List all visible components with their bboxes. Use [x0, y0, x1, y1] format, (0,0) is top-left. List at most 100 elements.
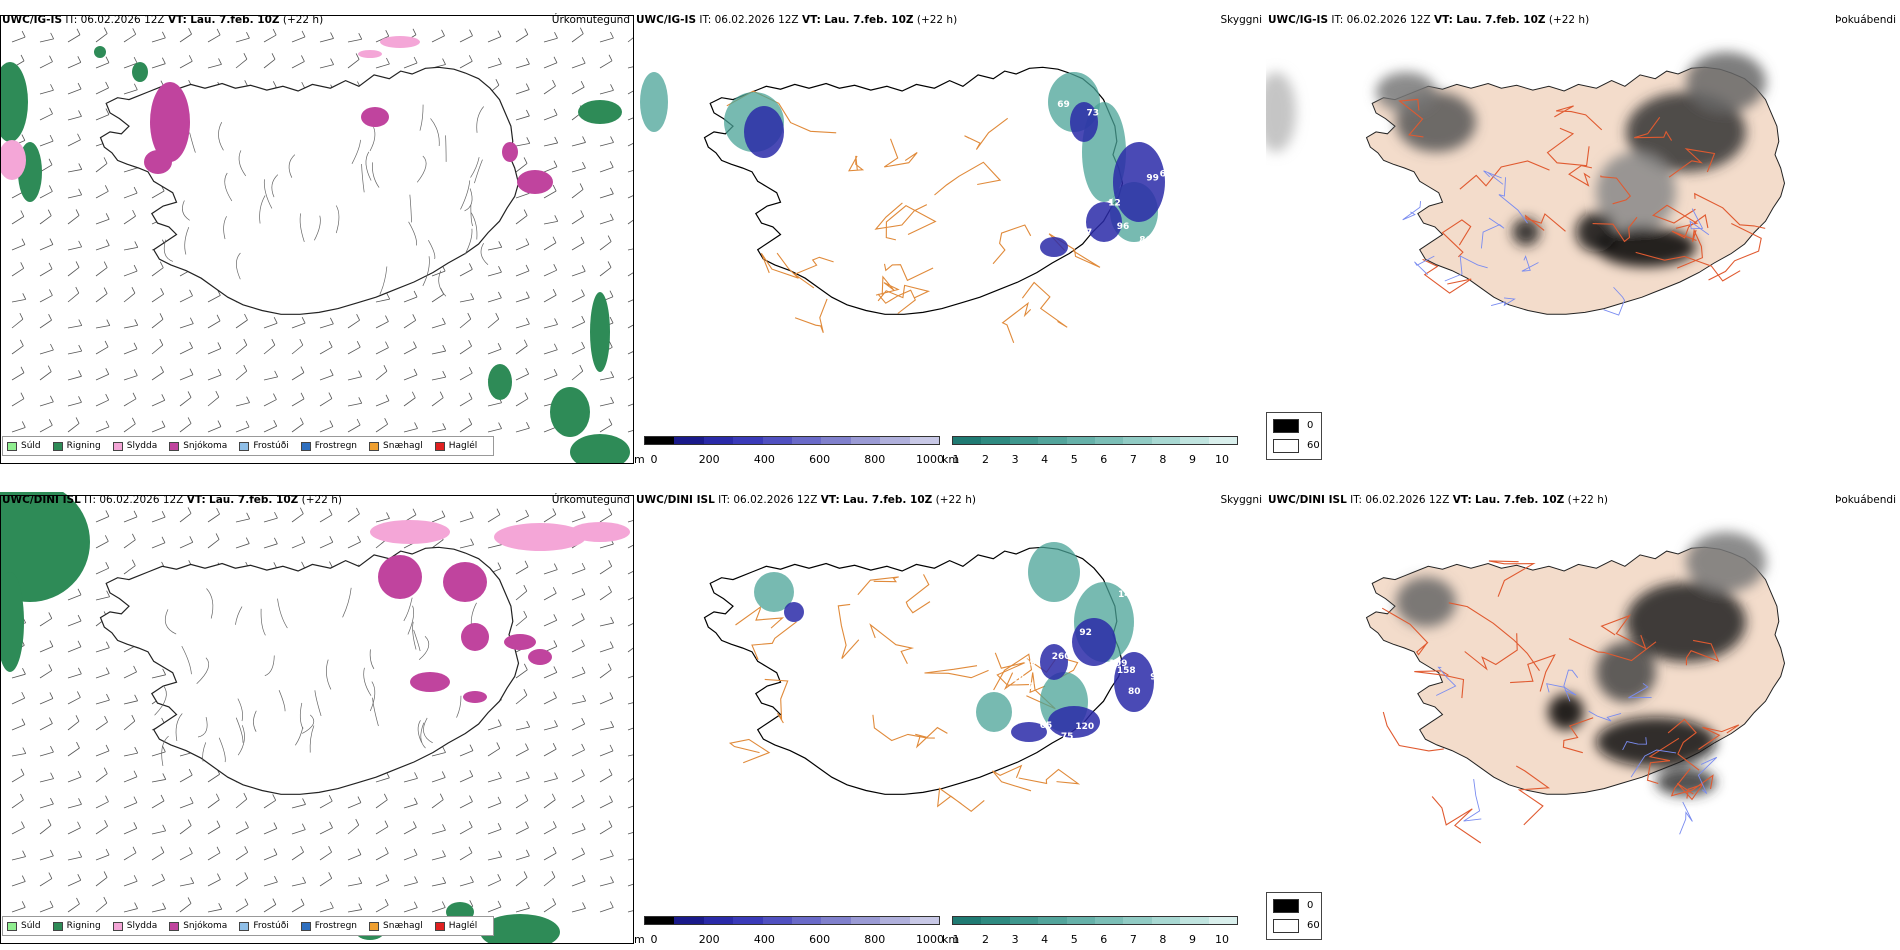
header-bottom-vis: UWC/DINI ISL IT: 06.02.2026 12Z VT: Lau.…: [636, 494, 976, 506]
colorbar-cell: [1151, 917, 1181, 924]
ceiling-value-label: 142: [1118, 590, 1137, 600]
precip-legend-item: Snæhagl: [369, 921, 423, 931]
colorbar-tick: 800: [864, 453, 886, 464]
visibility-panel-bottom: 142 109 118 92 77 61 80 63 65 62 120 123 75 90 207 260 1…: [634, 492, 1266, 944]
precip-map-bottom: [0, 492, 634, 944]
colorbar-cell: [880, 437, 910, 444]
legend-label: Frostregn: [314, 921, 358, 931]
sleet-area: [358, 50, 382, 58]
rain-area: [590, 292, 610, 372]
snow-area: [461, 623, 489, 651]
colorbar-cell: [850, 917, 881, 924]
precip-legend-item: Rigning: [52, 441, 101, 451]
colorbar-tick: 600: [809, 453, 831, 464]
ceiling-value-label: 48: [1170, 228, 1183, 238]
ceiling-value-label: 75: [1061, 732, 1074, 742]
colorbar-tick: 6: [1100, 453, 1108, 464]
colorbar-cell: [1095, 917, 1124, 924]
precip-legend-item: Rigning: [52, 921, 101, 931]
colorbar-cell: [1038, 917, 1067, 924]
legend-label: Rigning: [66, 441, 101, 451]
ceiling-value-label: 99: [1146, 173, 1159, 183]
legend-swatch: [52, 921, 63, 931]
precip-legend-item: Súld: [7, 441, 41, 451]
legend-swatch: [434, 921, 445, 931]
visibility-map-bottom: 142 109 118 92 77 61 80 63 65 62 120 123 75 90 207 260 1…: [703, 542, 1170, 812]
snow-area: [361, 107, 389, 127]
low-visibility-area: [976, 692, 1012, 732]
colorbar-cell: [1180, 917, 1209, 924]
precip-legend-item: Haglél: [434, 441, 477, 451]
legend-swatch: [369, 441, 380, 451]
ceiling-value-label: 77: [996, 615, 1009, 625]
colorbar-cell: [1066, 437, 1096, 444]
snow-area: [410, 672, 450, 692]
precip-legend-item: Snæhagl: [369, 441, 423, 451]
visibility-panel-top: 107 96 69 73 96 74 52 99 86 12 97 22 23 48 11 63 10 UWC/…: [634, 12, 1266, 464]
precip-panel-top: UWC/IG-IS IT: 06.02.2026 12Z VT: Lau. 7.…: [0, 12, 634, 464]
fog-panel-bottom: UWC/DINI ISL IT: 06.02.2026 12Z VT: Lau.…: [1266, 492, 1900, 944]
colorbar-cell: [762, 437, 793, 444]
road-network: [1381, 560, 1740, 844]
snow-area: [378, 555, 422, 599]
low-visibility-area: [640, 72, 668, 132]
colorbar-tick: 7: [1129, 453, 1137, 464]
fog-legend-swatch: [1273, 439, 1299, 453]
ceiling-value-label: 260: [1052, 652, 1071, 662]
legend-label: Súld: [21, 441, 41, 451]
fog-panel-top: UWC/IG-IS IT: 06.02.2026 12Z VT: Lau. 7.…: [1266, 12, 1900, 464]
colorbar-tick: 3: [1011, 933, 1019, 944]
legend-label: Frostúði: [253, 441, 289, 451]
low-cloud-base-area: [1086, 202, 1122, 242]
ceiling-value-label: 12: [1108, 198, 1121, 208]
ceiling-value-label: 107: [1073, 228, 1092, 238]
colorbar-tick: 1: [952, 453, 960, 464]
sleet-area: [370, 520, 450, 544]
ceiling-value-label: 69: [1057, 100, 1070, 110]
snow-area: [443, 562, 487, 602]
visibility-map-top: 107 96 69 73 96 74 52 99 86 12 97 22 23 48 11 63 10: [640, 66, 1192, 343]
colorbar-cell: [733, 917, 763, 924]
low-cloud-base-area: [1070, 102, 1098, 142]
colorbar-cell: [733, 437, 763, 444]
colorbar-tick: 6: [1100, 933, 1108, 944]
legend-label: Snjókoma: [183, 921, 228, 931]
ceiling-value-label: 120: [1075, 722, 1094, 732]
rain-area: [94, 46, 106, 58]
low-cloud-base-area: [1113, 142, 1165, 222]
colorbar-unit: km: [942, 933, 960, 944]
colorbar-tick: 800: [864, 933, 886, 944]
cloud-base-colorbar-top: m 0 200 400 600 800 1000: [634, 436, 944, 464]
snow-area: [150, 82, 190, 162]
precip-title-top: Úrkomutegund: [551, 14, 630, 26]
ceiling-value-label: 63: [999, 747, 1012, 757]
road-network: [1398, 98, 1766, 294]
snow-area: [504, 634, 536, 650]
colorbar-tick: 5: [1070, 933, 1078, 944]
low-cloud-base-area: [1040, 644, 1068, 680]
ceiling-value-label: 22: [1178, 267, 1191, 277]
low-visibility-area: [754, 572, 794, 612]
snow-area: [144, 150, 172, 174]
ceiling-value-label: 96: [1159, 243, 1172, 253]
colorbar-tick: 400: [753, 933, 775, 944]
legend-swatch: [369, 921, 380, 931]
fog-legend-swatch: [1273, 899, 1299, 913]
visibility-title-top: Skyggni: [1220, 14, 1263, 26]
ceiling-value-label: 73: [1086, 109, 1099, 119]
colorbar-tick: 9: [1188, 453, 1196, 464]
precip-legend-item: Frostregn: [300, 441, 357, 451]
fog-title-top: Þokuábendi: [1835, 14, 1896, 26]
fog-legend-top: 0 60: [1266, 412, 1322, 460]
header-bottom-precip: UWC/DINI ISL IT: 06.02.2026 12Z VT: Lau.…: [2, 494, 342, 506]
low-cloud-base-area: [784, 602, 804, 622]
fog-map-bottom: [1365, 532, 1786, 844]
sleet-area: [494, 523, 586, 551]
low-visibility-area: [1028, 542, 1080, 602]
precip-legend-item: Frostregn: [300, 921, 358, 931]
legend-label: Súld: [21, 921, 41, 931]
low-cloud-base-area: [1040, 237, 1068, 257]
colorbar-tick: 4: [1041, 453, 1049, 464]
ceiling-value-label: 97: [1132, 280, 1145, 290]
ceiling-value-label: 77: [1028, 682, 1041, 692]
